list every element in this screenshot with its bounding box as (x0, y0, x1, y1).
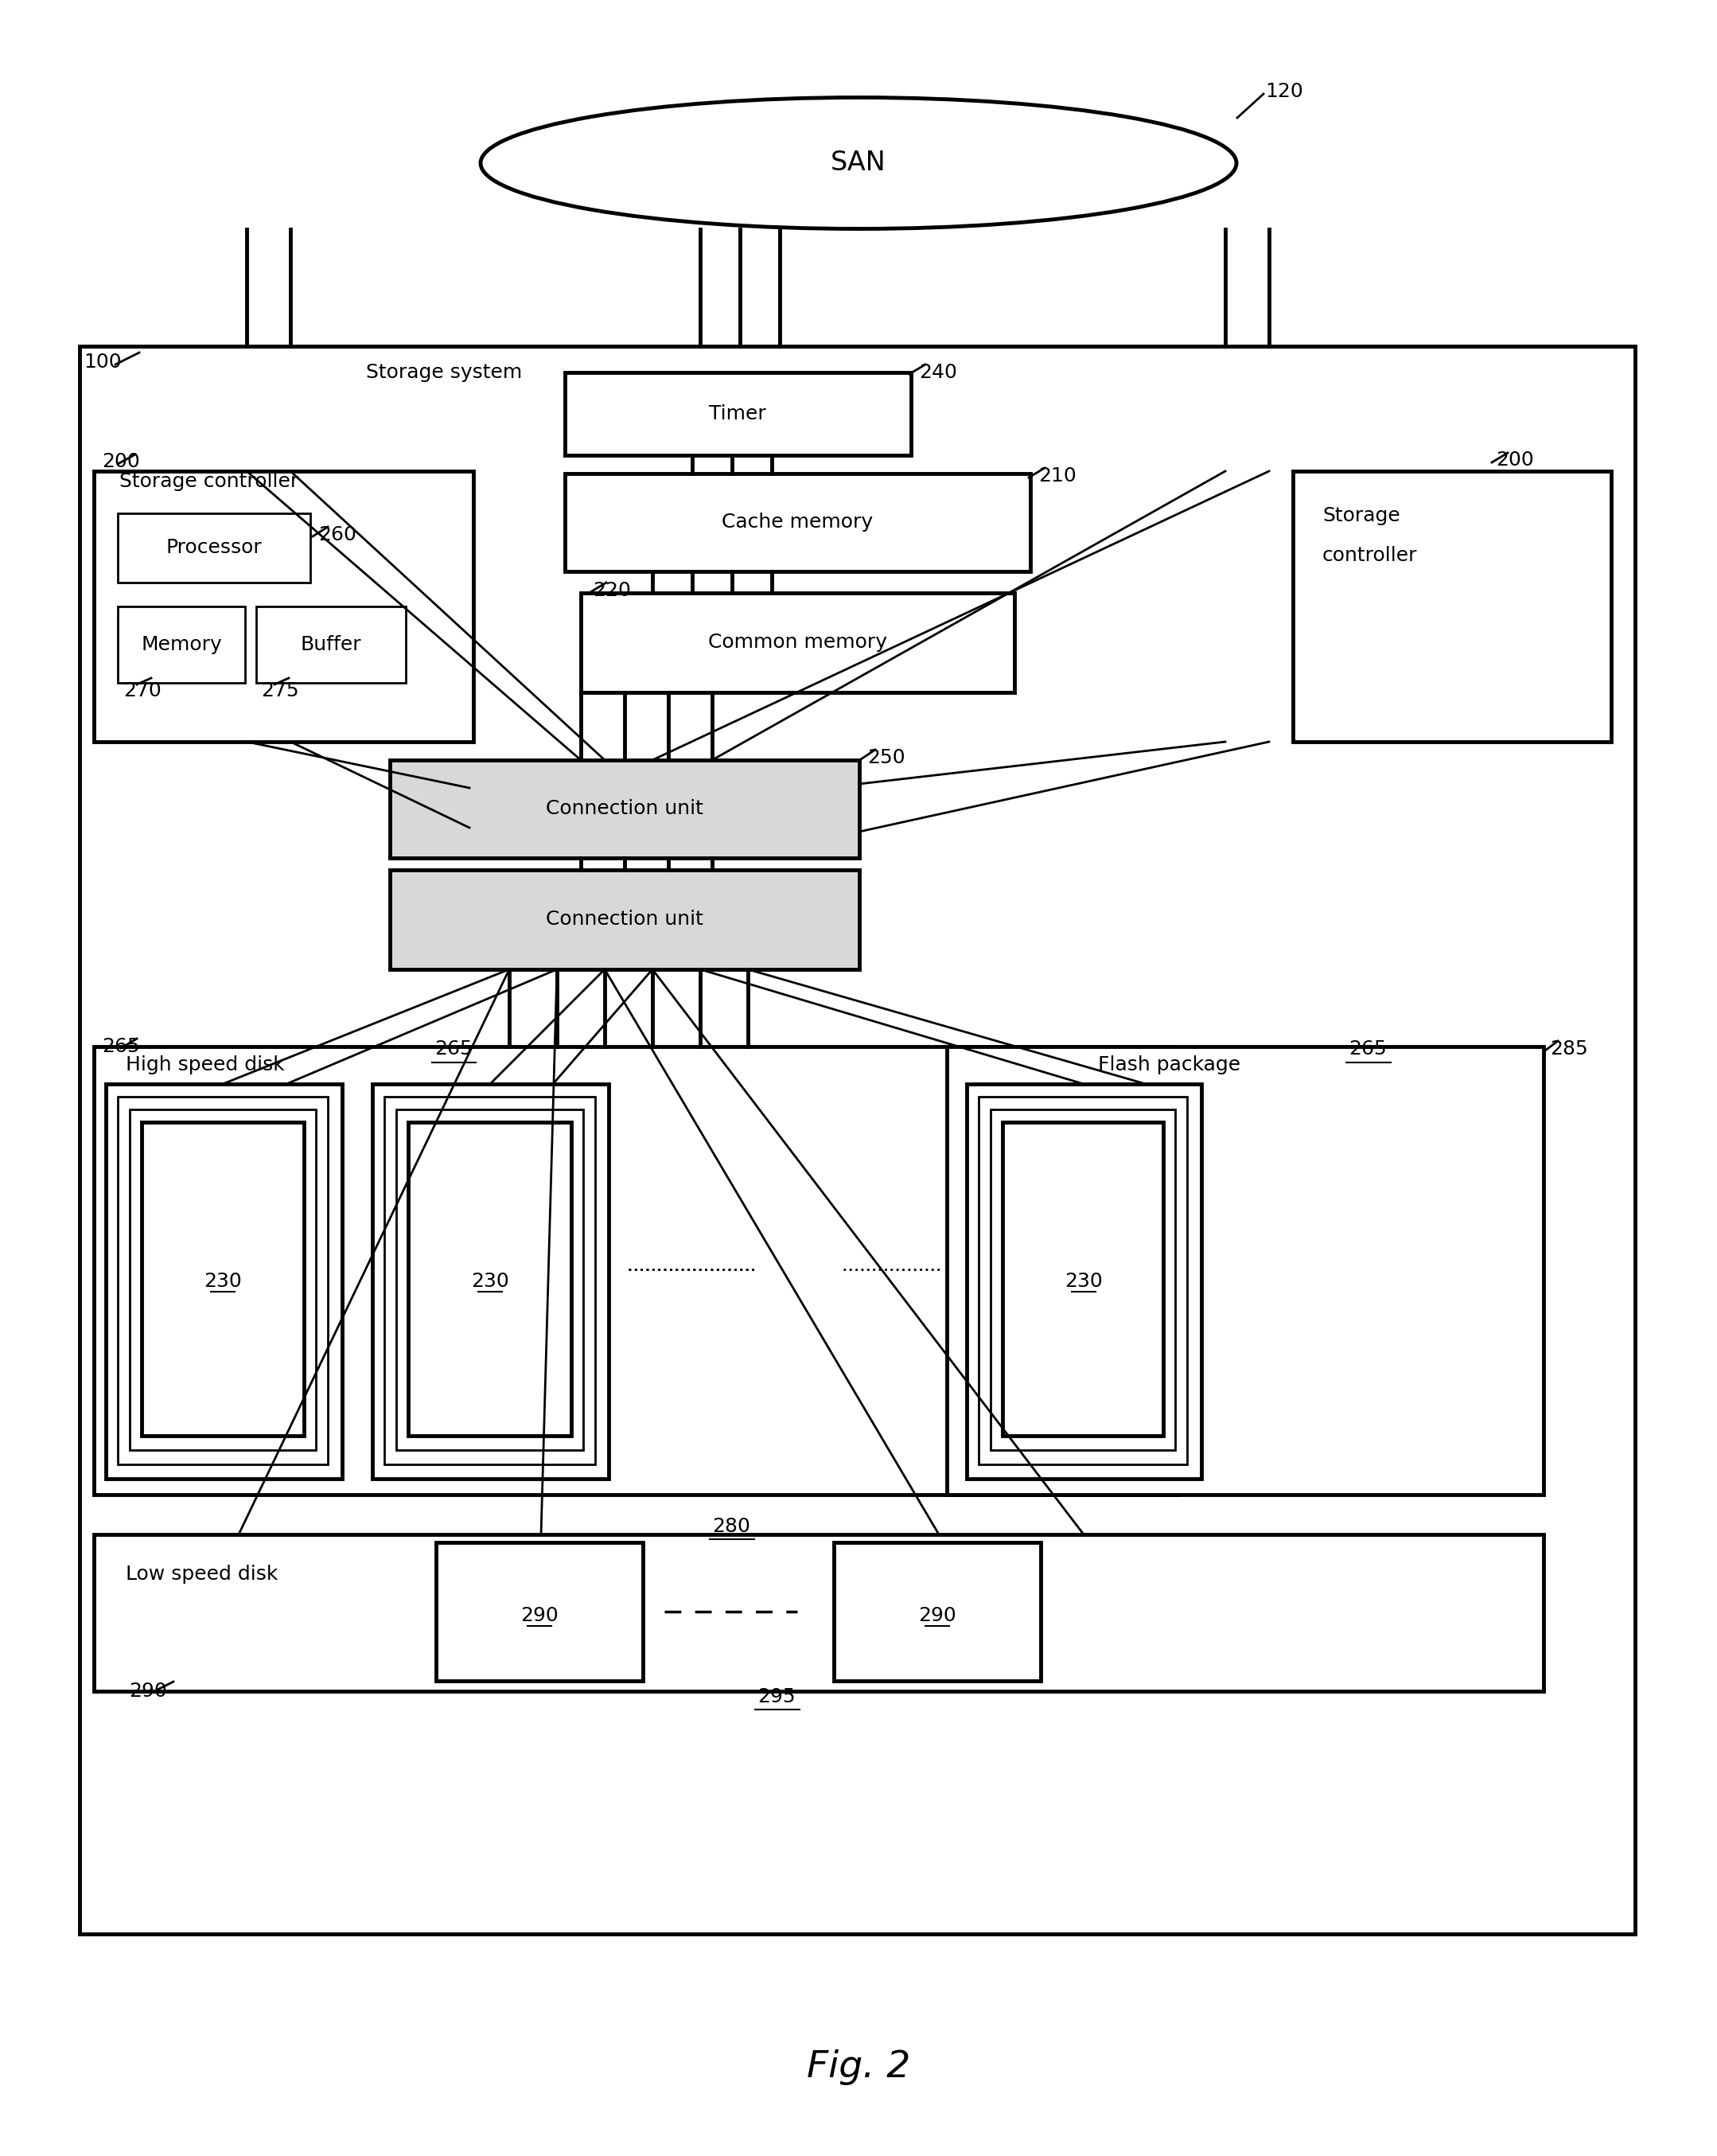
Bar (373, 1084, 608, 1479)
Bar (565, 373, 912, 455)
Text: Memory: Memory (141, 636, 221, 653)
Bar (390, 761, 858, 858)
Bar (409, 1121, 572, 1436)
Text: 230: 230 (470, 1272, 510, 1291)
Bar (397, 1110, 584, 1451)
Text: 265: 265 (1348, 1039, 1387, 1059)
Text: Cache memory: Cache memory (721, 513, 872, 533)
Text: 210: 210 (1039, 466, 1077, 485)
Text: Storage system: Storage system (366, 362, 522, 382)
Bar (94, 1535, 1544, 1690)
Bar (256, 606, 405, 683)
Text: Connection unit: Connection unit (546, 910, 704, 929)
Bar (991, 1110, 1174, 1451)
Bar (106, 1084, 342, 1479)
Bar (979, 1097, 1186, 1464)
Text: 285: 285 (1550, 1039, 1588, 1059)
Bar (1003, 1121, 1162, 1436)
Text: Low speed disk: Low speed disk (125, 1565, 278, 1585)
Bar (580, 593, 1015, 692)
Text: 265: 265 (434, 1039, 472, 1059)
Text: Connection unit: Connection unit (546, 800, 704, 817)
Text: Processor: Processor (167, 539, 263, 556)
Text: Fig. 2: Fig. 2 (807, 2050, 910, 2085)
Bar (118, 606, 246, 683)
Text: 260: 260 (318, 526, 357, 543)
Bar (946, 1046, 1544, 1494)
Text: 200: 200 (101, 453, 139, 472)
Bar (141, 1121, 304, 1436)
Bar (834, 1542, 1041, 1682)
Ellipse shape (481, 97, 1236, 229)
Text: 275: 275 (261, 681, 299, 701)
Text: 290: 290 (520, 1606, 558, 1626)
Text: Flash package: Flash package (1097, 1054, 1240, 1074)
Bar (94, 1046, 1178, 1494)
Bar (118, 513, 311, 582)
Bar (565, 474, 1030, 571)
Text: 100: 100 (84, 354, 122, 371)
Text: Buffer: Buffer (300, 636, 362, 653)
Text: controller: controller (1322, 545, 1418, 565)
Bar (94, 472, 474, 742)
Text: 120: 120 (1265, 82, 1303, 101)
Text: 265: 265 (101, 1037, 139, 1056)
Bar (436, 1542, 642, 1682)
Text: 230: 230 (204, 1272, 242, 1291)
Bar (390, 869, 858, 970)
Text: SAN: SAN (831, 151, 886, 177)
Text: 250: 250 (867, 748, 905, 768)
Bar (118, 1097, 328, 1464)
Text: 270: 270 (124, 681, 161, 701)
Text: 280: 280 (713, 1518, 750, 1535)
Text: Common memory: Common memory (707, 632, 886, 651)
Text: 290: 290 (129, 1682, 167, 1701)
Text: 220: 220 (592, 580, 630, 599)
Bar (130, 1110, 316, 1451)
Text: 295: 295 (757, 1688, 795, 1705)
Text: 200: 200 (1496, 451, 1533, 470)
Text: Storage: Storage (1322, 507, 1399, 526)
Bar (385, 1097, 596, 1464)
Text: 290: 290 (919, 1606, 956, 1626)
Text: Timer: Timer (709, 405, 766, 423)
Text: High speed disk: High speed disk (125, 1054, 285, 1074)
Bar (1293, 472, 1611, 742)
Bar (967, 1084, 1202, 1479)
Bar (79, 347, 1635, 1934)
Text: 240: 240 (919, 362, 956, 382)
Text: 230: 230 (1065, 1272, 1102, 1291)
Text: Storage controller: Storage controller (120, 472, 299, 492)
